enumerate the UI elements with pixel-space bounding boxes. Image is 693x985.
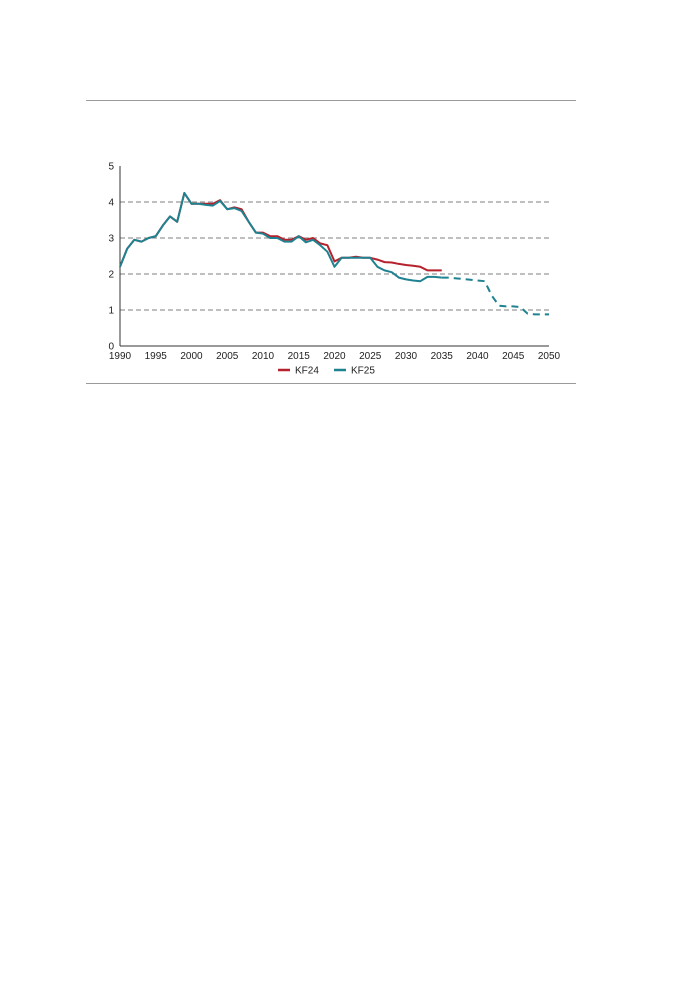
bottom-rule [86,383,576,384]
x-tick-label: 2005 [216,351,239,362]
x-tick-label: 2025 [359,351,382,362]
axes [119,166,549,347]
y-tick-label: 1 [108,306,114,317]
y-tick-label: 3 [108,234,114,245]
top-rule [86,100,576,101]
x-tick-label: 2000 [180,351,203,362]
x-tick-label: 2030 [395,351,418,362]
x-tick-label: 1995 [145,351,168,362]
y-tick-labels: 0 1 2 3 4 5 [108,162,114,353]
y-tick-label: 0 [108,342,114,353]
x-tick-label: 2015 [288,351,311,362]
y-tick-label: 5 [108,162,114,173]
legend-label-kf24: KF24 [295,366,319,377]
grid-lines [120,201,549,311]
y-tick-label: 4 [108,198,114,209]
line-chart: 0 1 2 3 4 5 1990 1995 2000 2005 2010 2015 2020 2025 2… [108,162,561,377]
series-lines [119,192,549,316]
x-tick-label: 2010 [252,351,275,362]
x-tick-label: 2020 [323,351,346,362]
x-tick-label: 2035 [431,351,454,362]
series-line-kf25-projection [441,276,549,316]
x-tick-label: 1990 [109,351,132,362]
series-line-kf25 [119,192,442,283]
series-line-kf24 [119,192,442,272]
y-tick-label: 2 [108,270,114,281]
x-tick-labels: 1990 1995 2000 2005 2010 2015 2020 2025 2030 2035… [109,351,561,362]
x-tick-label: 2050 [538,351,561,362]
x-tick-label: 2040 [466,351,489,362]
legend-label-kf25: KF25 [351,366,375,377]
legend: KF24 KF25 [278,366,375,377]
x-tick-label: 2045 [502,351,525,362]
